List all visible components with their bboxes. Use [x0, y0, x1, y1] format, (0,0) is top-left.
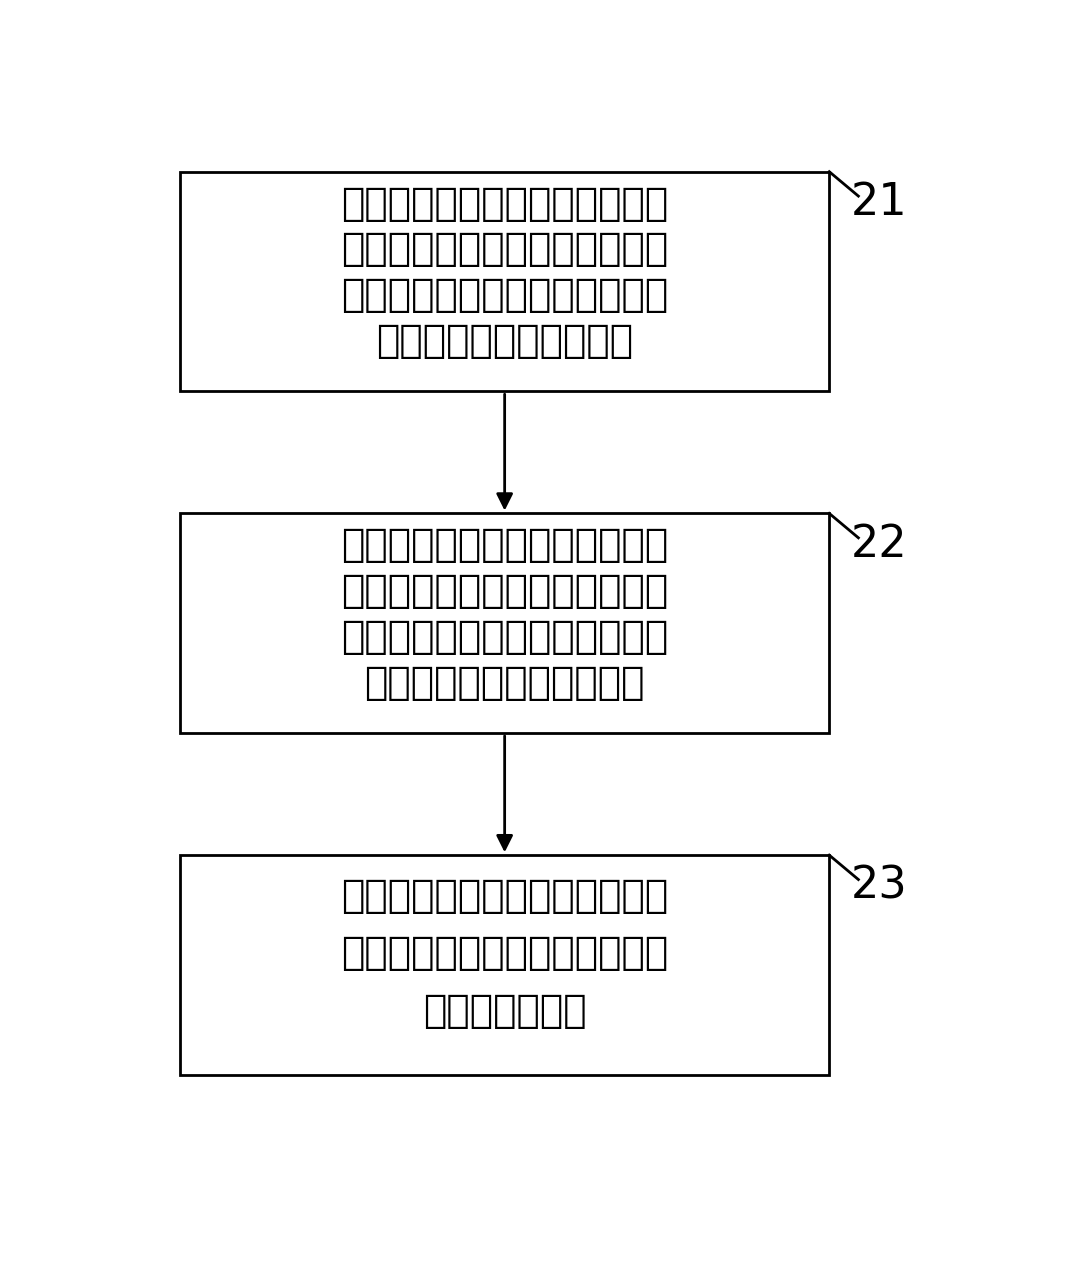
Bar	[180, 171, 829, 392]
Text: 获取基站为终端配置的相互关联: 获取基站为终端配置的相互关联	[342, 185, 668, 223]
Text: 21: 21	[851, 181, 908, 224]
Text: 信息或者相互关联的多个待测异: 信息或者相互关联的多个待测异	[342, 276, 668, 314]
Text: 23: 23	[851, 865, 908, 908]
Text: 的多个待测异频频点的第一指示: 的多个待测异频频点的第一指示	[342, 231, 668, 269]
Text: 测量或者对选择的所述待测异频: 测量或者对选择的所述待测异频	[342, 935, 668, 973]
Bar	[180, 855, 829, 1075]
Text: 频频点组的第二指示信息: 频频点组的第二指示信息	[376, 322, 634, 360]
Text: 中选择一个待测异频频点组: 中选择一个待测异频频点组	[364, 663, 644, 701]
Text: 22: 22	[851, 524, 908, 567]
Text: 频点组进行测量: 频点组进行测量	[423, 993, 586, 1030]
Text: 从相互关联的多个待测异频频点: 从相互关联的多个待测异频频点	[342, 526, 668, 564]
Text: 中选择一个待测异频频点或者从: 中选择一个待测异频频点或者从	[342, 572, 668, 610]
Text: 对选择的所述待测异频频点进行: 对选择的所述待测异频频点进行	[342, 876, 668, 914]
Bar	[180, 514, 829, 733]
Text: 相互关联的多个待测异频频点组: 相互关联的多个待测异频频点组	[342, 618, 668, 656]
